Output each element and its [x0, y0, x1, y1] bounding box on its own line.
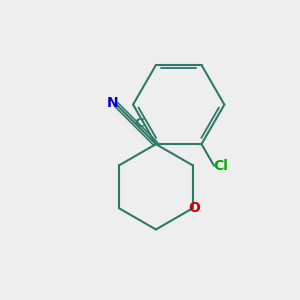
- Text: Cl: Cl: [213, 159, 228, 173]
- Text: O: O: [188, 201, 200, 215]
- Text: C: C: [134, 117, 143, 130]
- Text: N: N: [107, 96, 118, 110]
